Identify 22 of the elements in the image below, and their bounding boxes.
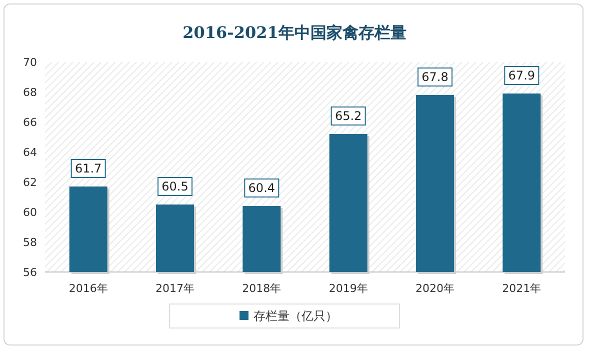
data-label: 67.9	[508, 68, 536, 82]
legend-label: 存栏量（亿只）	[254, 309, 338, 323]
data-label: 60.5	[162, 180, 188, 194]
y-tick-label: 66	[23, 116, 37, 129]
y-tick-label: 64	[23, 146, 37, 159]
data-label: 60.4	[248, 181, 276, 195]
y-tick-label: 58	[23, 236, 37, 249]
y-tick-label: 70	[23, 56, 37, 69]
data-label: 65.2	[334, 109, 362, 123]
y-tick-label: 68	[23, 86, 37, 99]
x-tick-label: 2019年	[328, 282, 368, 295]
x-tick-label: 2016年	[68, 282, 108, 295]
data-label: 67.8	[422, 70, 448, 84]
x-tick-label: 2020年	[416, 282, 454, 295]
x-tick-label: 2021年	[502, 282, 542, 295]
x-tick-label: 2017年	[156, 282, 194, 295]
x-tick-label: 2018年	[242, 282, 282, 295]
y-tick-label: 62	[23, 176, 37, 189]
y-tick-label: 56	[23, 266, 37, 279]
chart-title: 2016-2021年中国家禽存栏量	[182, 23, 406, 42]
data-label: 61.7	[74, 162, 102, 176]
y-tick-label: 60	[23, 206, 37, 219]
